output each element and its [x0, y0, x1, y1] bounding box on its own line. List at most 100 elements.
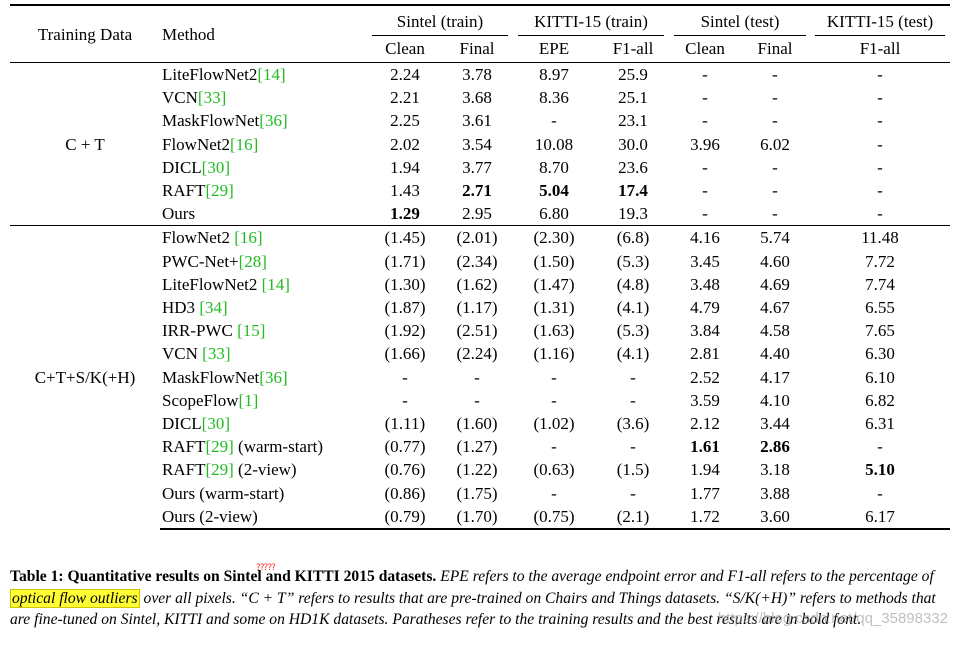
col-training-data: Training Data	[10, 4, 160, 63]
value-cell: -	[877, 204, 883, 224]
method-cell: Ours	[160, 202, 368, 226]
value-cell: 3.61	[462, 111, 492, 131]
method-cell: RAFT[29]	[160, 179, 368, 202]
method-name: Ours (2-view)	[162, 506, 258, 526]
group-kitti-test: KITTI-15 (test)	[810, 4, 950, 36]
group-kitti-test-label: KITTI-15 (test)	[815, 9, 945, 36]
citation-link[interactable]: [1]	[238, 390, 259, 410]
results-body: C + T LiteFlowNet2[14] 2.24 3.78 8.97 25.9- - -…	[10, 61, 950, 531]
value-cell: 6.17	[810, 504, 950, 531]
value-cell: (0.75)	[512, 504, 596, 531]
value-cell: -	[474, 390, 480, 410]
citation-link[interactable]: [15]	[237, 321, 266, 341]
value-cell: (1.63)	[533, 321, 575, 341]
value-cell: -	[877, 88, 883, 108]
table-row: Ours (2-view) (0.79) (1.70) (0.75) (2.1) 1.72…	[10, 504, 950, 531]
value-cell: (1.47)	[533, 274, 575, 294]
value-cell: -	[551, 483, 557, 503]
value-cell: (1.17)	[456, 298, 498, 318]
value-cell: 2.71	[462, 181, 492, 201]
subcol-f1all: F1-all	[859, 39, 901, 58]
value-cell: (0.86)	[384, 483, 426, 503]
citation-link[interactable]: [29]	[205, 460, 234, 480]
results-table-wrap: Training Data Method Sintel (train) KITT…	[10, 4, 950, 531]
caption-label: Table 1:	[10, 568, 64, 585]
citation-link[interactable]: [36]	[259, 111, 288, 131]
value-cell: 8.36	[539, 88, 569, 108]
header-row-groups: Training Data Method Sintel (train) KITT…	[10, 4, 950, 63]
table-row: LiteFlowNet2 [14] (1.30) (1.62) (1.47) (4.8)…	[10, 273, 950, 296]
citation-link[interactable]: [30]	[201, 414, 230, 434]
value-cell: (4.1)	[616, 298, 650, 318]
citation-link[interactable]: [14]	[257, 65, 286, 84]
citation-link[interactable]: [29]	[205, 181, 234, 201]
method-name: IRR-PWC	[162, 321, 238, 341]
table-row: IRR-PWC [15] (1.92) (2.51) (1.63) (5.3) 3.84 4…	[10, 319, 950, 342]
group-kitti-train-label: KITTI-15 (train)	[518, 9, 664, 36]
citation-link[interactable]: [29]	[205, 437, 234, 457]
group-sintel-test-label: Sintel (test)	[674, 9, 806, 36]
citation-link[interactable]: [33]	[202, 344, 231, 364]
value-cell: -	[702, 204, 708, 224]
value-cell: (1.62)	[456, 274, 498, 294]
subcol-final: Final	[757, 39, 793, 58]
method-cell: DICL[30]	[160, 412, 368, 435]
method-name: FlowNet2	[162, 228, 235, 248]
value-cell: 1.77	[690, 483, 720, 503]
citation-link[interactable]: [14]	[261, 274, 290, 294]
method-name: RAFT	[162, 437, 206, 457]
citation-link[interactable]: [28]	[238, 251, 267, 271]
value-cell: (2.51)	[456, 321, 498, 341]
method-cell: RAFT[29] (warm-start)	[160, 435, 368, 458]
value-cell: 7.65	[865, 321, 895, 341]
value-cell: -	[740, 62, 810, 87]
table-row: VCN [33] (1.66) (2.24) (1.16) (4.1) 2.81 4.40 6…	[10, 342, 950, 365]
value-cell: 4.69	[760, 274, 790, 294]
value-cell: 3.84	[690, 321, 720, 341]
table-row: MaskFlowNet[36] - - - - 2.52 4.17 6.10	[10, 366, 950, 389]
table-row: Ours (warm-start) (0.86) (1.75) - - 1.77 3.88 -	[10, 482, 950, 505]
method-cell: RAFT[29] (2-view)	[160, 458, 368, 481]
table-row: PWC-Net+[28] (1.71) (2.34) (1.50) (5.3) 3.45 4…	[10, 250, 950, 273]
group-sintel-train-label: Sintel (train)	[372, 9, 508, 36]
method-name: DICL	[162, 157, 202, 177]
value-cell: (2.01)	[442, 225, 512, 250]
table-row: MaskFlowNet[36] 2.25 3.61 - 23.1 - - -	[10, 109, 950, 132]
value-cell: 2.95	[462, 204, 492, 224]
value-cell: -	[630, 390, 636, 410]
citation-link[interactable]: [16]	[230, 134, 259, 154]
value-cell: 6.80	[539, 204, 569, 224]
method-name: PWC-Net+	[162, 251, 239, 271]
value-cell: (0.77)	[384, 437, 426, 457]
method-name: Ours	[162, 204, 196, 224]
col-method: Method	[160, 4, 368, 63]
method-name: DICL	[162, 414, 202, 434]
value-cell: 8.97	[512, 62, 596, 87]
value-cell: (1.45)	[368, 225, 442, 250]
spellcheck-marks: ?????	[256, 563, 276, 573]
citation-link[interactable]: [36]	[259, 367, 288, 387]
citation-link[interactable]: [16]	[234, 228, 263, 248]
value-cell: -	[670, 62, 740, 87]
value-cell: -	[877, 157, 883, 177]
value-cell: 3.44	[760, 414, 790, 434]
citation-link[interactable]: [30]	[201, 157, 230, 177]
group-kitti-train: KITTI-15 (train)	[512, 4, 670, 36]
citation-link[interactable]: [33]	[197, 88, 227, 108]
value-cell: 3.48	[690, 274, 720, 294]
value-cell: (2.34)	[456, 251, 498, 271]
table-row: DICL[30] (1.11) (1.60) (1.02) (3.6) 2.12 3.44 6…	[10, 412, 950, 435]
value-cell: 8.70	[539, 157, 569, 177]
citation-link[interactable]: [34]	[199, 298, 228, 318]
value-cell: -	[877, 134, 883, 154]
table-row: HD3 [34] (1.87) (1.17) (1.31) (4.1) 4.79 4.67 6…	[10, 296, 950, 319]
training-data-cell: C+T+S/K(+H)	[10, 225, 160, 530]
table-row: C + T LiteFlowNet2[14] 2.24 3.78 8.97 25.9- - -	[10, 61, 950, 226]
table-caption: Table 1: Quantitative results on Sintel …	[10, 566, 955, 631]
value-cell: -	[702, 181, 708, 201]
value-cell: 4.17	[760, 367, 790, 387]
training-data-cell: C + T	[10, 61, 160, 226]
value-cell: (1.31)	[533, 298, 575, 318]
table-row: FlowNet2[16] 2.02 3.54 10.08 30.0 3.96 6.02 -	[10, 133, 950, 156]
value-cell: 2.12	[690, 414, 720, 434]
